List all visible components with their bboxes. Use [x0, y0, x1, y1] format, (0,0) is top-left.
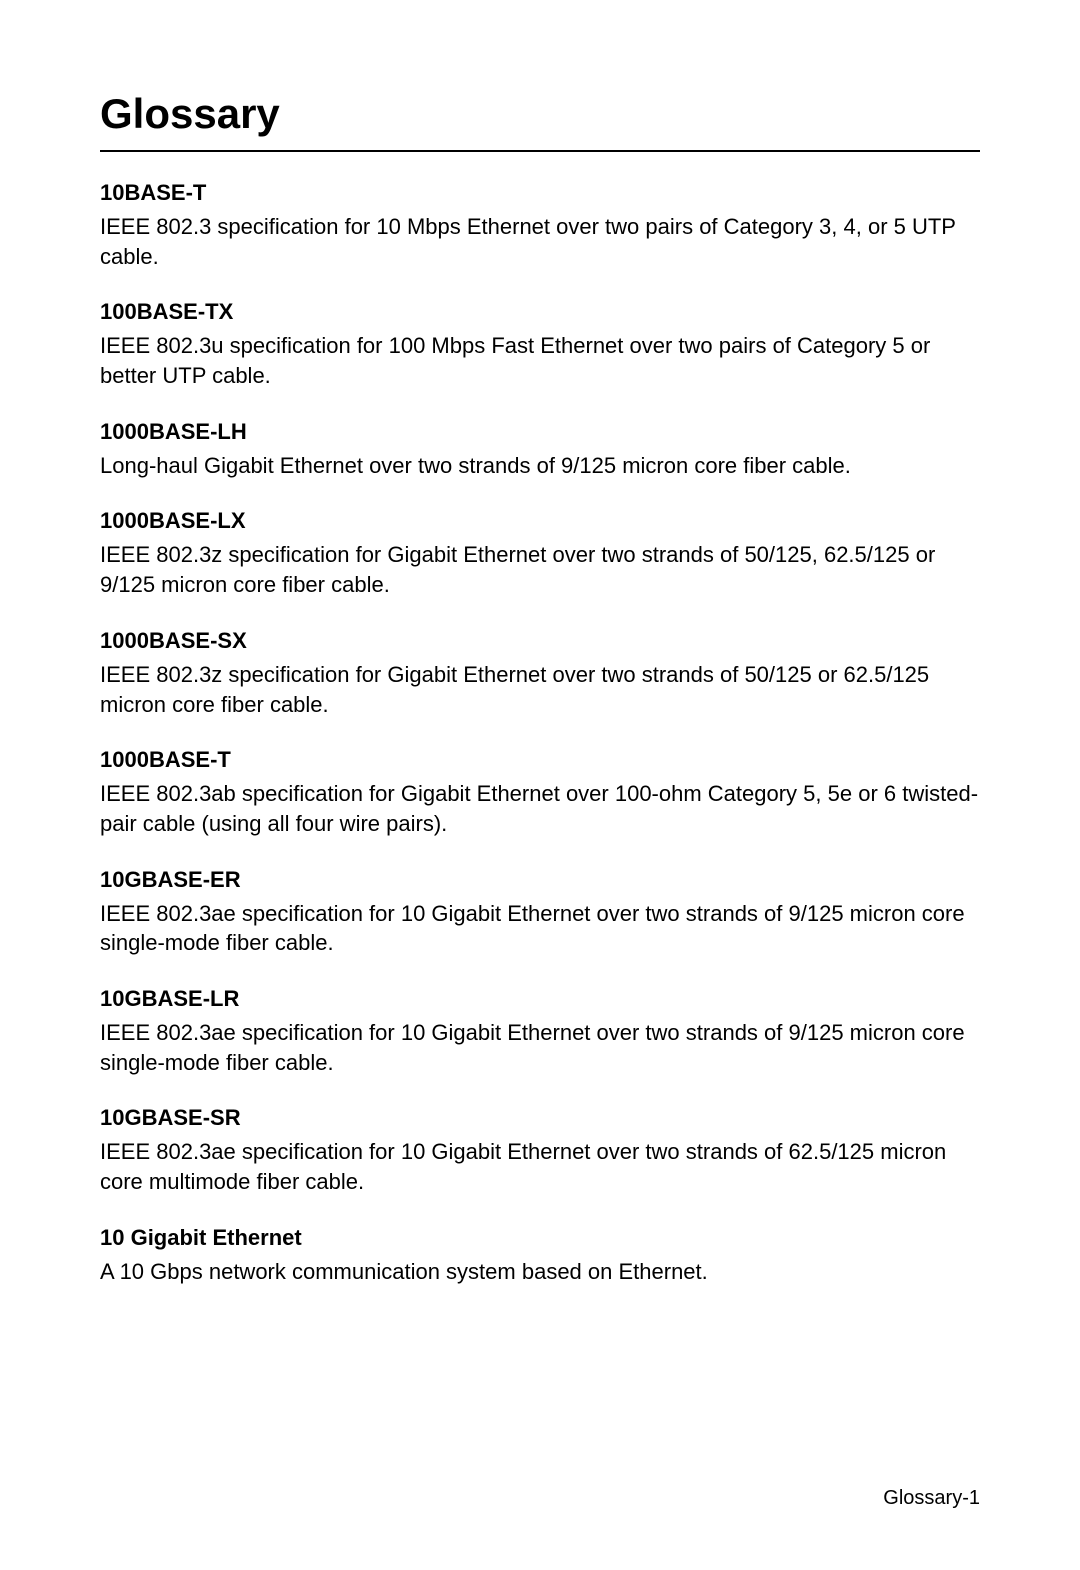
glossary-entry: 1000BASE-SX IEEE 802.3z specification fo… — [100, 628, 980, 719]
page-title: Glossary — [100, 90, 980, 138]
glossary-term: 10GBASE-LR — [100, 986, 980, 1012]
page-footer: Glossary-1 — [883, 1487, 980, 1510]
glossary-entry: 1000BASE-LX IEEE 802.3z specification fo… — [100, 508, 980, 599]
glossary-entry: 10 Gigabit Ethernet A 10 Gbps network co… — [100, 1225, 980, 1287]
glossary-definition: Long-haul Gigabit Ethernet over two stra… — [100, 451, 980, 481]
glossary-term: 1000BASE-LX — [100, 508, 980, 534]
glossary-definition: IEEE 802.3 specification for 10 Mbps Eth… — [100, 212, 980, 271]
glossary-definition: IEEE 802.3z specification for Gigabit Et… — [100, 540, 980, 599]
title-divider — [100, 150, 980, 152]
glossary-definition: IEEE 802.3ae specification for 10 Gigabi… — [100, 1018, 980, 1077]
glossary-definition: IEEE 802.3ae specification for 10 Gigabi… — [100, 899, 980, 958]
glossary-term: 1000BASE-T — [100, 747, 980, 773]
glossary-entry: 10GBASE-LR IEEE 802.3ae specification fo… — [100, 986, 980, 1077]
glossary-term: 10 Gigabit Ethernet — [100, 1225, 980, 1251]
glossary-term: 10GBASE-SR — [100, 1105, 980, 1131]
glossary-term: 1000BASE-LH — [100, 419, 980, 445]
glossary-entry: 100BASE-TX IEEE 802.3u specification for… — [100, 299, 980, 390]
glossary-entry: 10BASE-T IEEE 802.3 specification for 10… — [100, 180, 980, 271]
glossary-definition: A 10 Gbps network communication system b… — [100, 1257, 980, 1287]
glossary-entry: 1000BASE-LH Long-haul Gigabit Ethernet o… — [100, 419, 980, 481]
glossary-definition: IEEE 802.3ae specification for 10 Gigabi… — [100, 1137, 980, 1196]
glossary-term: 10BASE-T — [100, 180, 980, 206]
glossary-definition: IEEE 802.3u specification for 100 Mbps F… — [100, 331, 980, 390]
glossary-term: 100BASE-TX — [100, 299, 980, 325]
glossary-term: 1000BASE-SX — [100, 628, 980, 654]
glossary-entry: 10GBASE-ER IEEE 802.3ae specification fo… — [100, 867, 980, 958]
glossary-definition: IEEE 802.3ab specification for Gigabit E… — [100, 779, 980, 838]
glossary-term: 10GBASE-ER — [100, 867, 980, 893]
glossary-entry: 1000BASE-T IEEE 802.3ab specification fo… — [100, 747, 980, 838]
glossary-definition: IEEE 802.3z specification for Gigabit Et… — [100, 660, 980, 719]
glossary-entry: 10GBASE-SR IEEE 802.3ae specification fo… — [100, 1105, 980, 1196]
glossary-list: 10BASE-T IEEE 802.3 specification for 10… — [100, 180, 980, 1286]
